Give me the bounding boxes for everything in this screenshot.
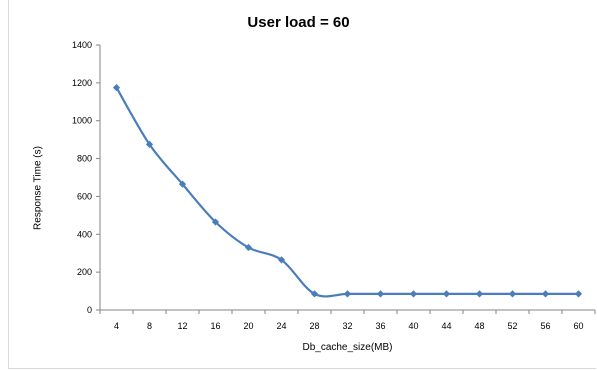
series-line — [115, 87, 579, 298]
data-point-marker — [145, 140, 154, 148]
data-point-marker — [343, 290, 352, 298]
x-axis-label: Db_cache_size(MB) — [302, 342, 393, 353]
x-tick-label: 36 — [375, 321, 385, 331]
x-tick-label: 52 — [507, 321, 517, 331]
data-point-marker — [277, 256, 286, 264]
x-tick-label: 20 — [243, 321, 253, 331]
data-point-marker — [574, 290, 583, 298]
y-tick-label: 1200 — [72, 78, 92, 88]
data-point-marker — [508, 290, 517, 298]
data-point-marker — [112, 83, 121, 92]
x-tick-label: 32 — [342, 321, 352, 331]
data-point-marker — [244, 243, 253, 252]
x-tick-label: 60 — [573, 321, 583, 331]
y-tick-label: 1400 — [72, 40, 92, 50]
y-tick-label: 1000 — [72, 116, 92, 126]
x-tick-label: 56 — [540, 321, 550, 331]
data-point-marker — [409, 290, 418, 298]
y-tick-label: 400 — [77, 229, 92, 239]
data-point-marker — [178, 180, 187, 188]
chart-frame — [8, 0, 596, 369]
data-point-marker — [442, 290, 451, 298]
x-tick-label: 24 — [276, 321, 286, 331]
x-tick-label: 16 — [210, 321, 220, 331]
x-tick-label: 48 — [474, 321, 484, 331]
x-tick-label: 8 — [147, 321, 152, 331]
x-tick-label: 40 — [408, 321, 418, 331]
y-tick-label: 800 — [77, 154, 92, 164]
y-tick-label: 0 — [87, 305, 92, 315]
x-tick-label: 44 — [441, 321, 451, 331]
data-point-marker — [541, 290, 550, 298]
chart-title: User load = 60 — [247, 14, 350, 31]
x-tick-label: 4 — [114, 321, 119, 331]
data-point-marker — [211, 218, 220, 226]
x-tick-label: 12 — [177, 321, 187, 331]
y-tick-label: 200 — [77, 267, 92, 277]
x-tick-label: 28 — [309, 321, 319, 331]
data-point-marker — [376, 290, 385, 298]
y-tick-label: 600 — [77, 191, 92, 201]
data-point-marker — [475, 290, 484, 298]
data-point-marker — [310, 290, 319, 298]
